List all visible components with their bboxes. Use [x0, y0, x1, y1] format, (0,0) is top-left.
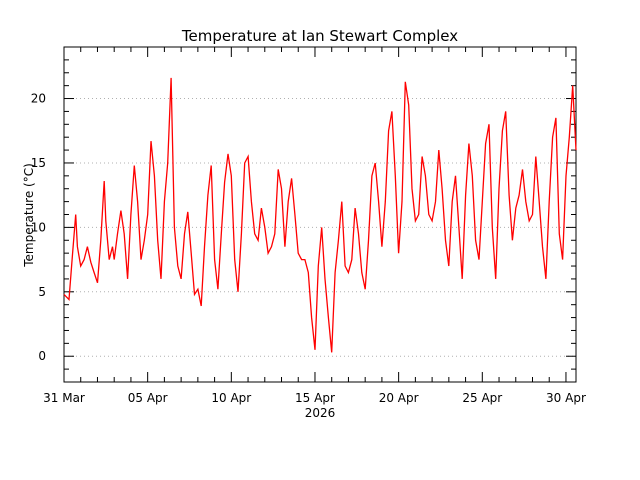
x-tick-label: 31 Mar: [43, 391, 85, 405]
x-axis: 31 Mar 05 Apr 10 Apr 15 Apr 20 Apr 25 Apr 30 A…: [43, 47, 586, 405]
y-tick-label: 15: [31, 156, 46, 170]
x-tick-label: 15 Apr: [295, 391, 335, 405]
y-tick-label: 0: [38, 349, 46, 363]
x-tick-label: 20 Apr: [379, 391, 419, 405]
plot-frame: [63, 46, 577, 383]
x-tick-label: 30 Apr: [546, 391, 586, 405]
x-tick-label: 05 Apr: [128, 391, 168, 405]
x-tick-label: 25 Apr: [462, 391, 502, 405]
grid-lines: [64, 98, 576, 357]
temperature-series-line: [63, 77, 577, 353]
y-tick-label: 5: [38, 285, 46, 299]
y-axis: 0 5 10 15 20: [31, 46, 576, 383]
x-tick-label: 10 Apr: [211, 391, 251, 405]
y-tick-label: 10: [31, 220, 46, 234]
x-axis-label: 2026: [305, 406, 336, 420]
chart-title: Temperature at Ian Stewart Complex: [181, 27, 458, 45]
y-axis-label: Temperature (°C): [22, 163, 36, 268]
y-tick-label: 20: [31, 92, 46, 106]
